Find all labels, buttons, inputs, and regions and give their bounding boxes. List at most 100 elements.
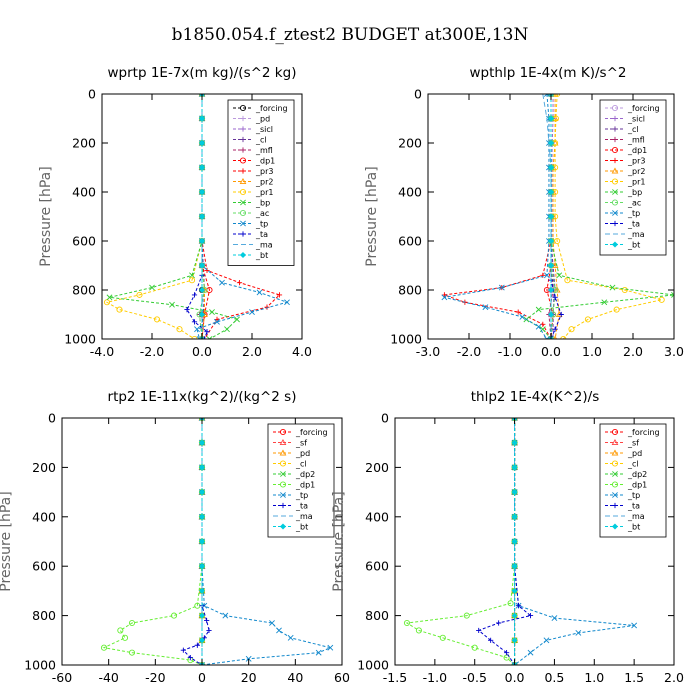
data-point-bt: [511, 587, 518, 594]
data-point-bt: [198, 262, 206, 269]
data-point-ta: [552, 294, 558, 300]
data-point-pr1: [658, 296, 665, 303]
series-line-dp1: [405, 418, 516, 665]
legend-label: _pd: [255, 114, 270, 123]
data-point-tp: [527, 649, 534, 656]
data-point-dp1: [415, 627, 422, 634]
data-point-dp1: [128, 619, 136, 627]
data-point-bt: [547, 139, 555, 147]
legend-label: _tp: [295, 491, 308, 500]
legend-marker: [612, 136, 618, 143]
legend-marker: [611, 178, 619, 185]
data-point-ta: [187, 654, 193, 661]
data-point-bt: [511, 439, 518, 446]
data-point-bt: [511, 513, 518, 520]
x-tick-label: -20: [145, 670, 165, 685]
data-point-tp: [245, 655, 252, 662]
y-tick-label: 1000: [390, 332, 422, 347]
data-point-bt: [547, 237, 555, 245]
data-point-bt: [198, 237, 206, 245]
data-point-dp1: [170, 612, 178, 619]
legend-label: _sf: [627, 438, 639, 447]
legend-label: _dp1: [627, 480, 647, 489]
legend-label: _sicl: [255, 125, 273, 134]
data-point-bp: [206, 336, 213, 339]
panel-2: wpthlp 1E-4x(m K)/s^2 Pressure [hPa] -3.0 -…: [364, 65, 684, 359]
panel-title: thlp2 1E-4x(K^2)/s: [471, 389, 600, 405]
data-point-bt: [511, 563, 518, 570]
legend-label: _cl: [295, 459, 307, 468]
legend-label: _forcing: [627, 428, 660, 437]
figure-title: b1850.054.f_ztest2 BUDGET at300E,13N: [172, 25, 529, 45]
data-point-tp: [269, 620, 275, 626]
legend-label: _bt: [627, 240, 640, 249]
legend-label: _ac: [627, 198, 641, 207]
data-point-bt: [547, 188, 555, 196]
legend-marker: [280, 471, 286, 477]
data-point-bt: [547, 213, 555, 220]
legend-marker: [611, 460, 619, 467]
x-tick-label: 40: [287, 670, 303, 685]
y-tick-label: 400: [72, 185, 96, 200]
legend-marker: [611, 523, 619, 530]
data-point-ta: [204, 329, 210, 335]
x-tick-label: -4.0: [90, 344, 114, 359]
data-point-tp: [199, 94, 205, 97]
series-line-pr3: [444, 94, 552, 339]
legend-marker: [239, 177, 247, 185]
y-tick-label: 200: [398, 136, 422, 151]
data-point-tp: [219, 279, 225, 286]
data-point-ta: [488, 637, 494, 643]
legend-label: _sf: [295, 438, 307, 447]
data-point-tp: [511, 418, 518, 421]
data-point-bt: [198, 213, 206, 220]
legend-marker: [611, 104, 619, 112]
legend-label: _dp1: [255, 156, 275, 165]
x-tick-label: 1.0: [584, 670, 604, 685]
series-group: [103, 94, 290, 339]
data-point-pr1: [568, 326, 575, 333]
data-point-tp: [284, 299, 290, 306]
y-tick-label: 0: [414, 87, 422, 102]
data-point-bt: [198, 464, 206, 471]
legend-marker: [239, 104, 247, 112]
data-point-bp: [234, 316, 240, 323]
legend-marker: [279, 523, 287, 530]
legend-marker: [240, 136, 246, 143]
series-group: [441, 94, 674, 339]
legend-label: _ta: [255, 230, 268, 239]
legend-label: _sicl: [627, 114, 645, 123]
data-point-pr1: [188, 277, 196, 284]
data-point-ta: [496, 620, 502, 626]
data-point-ta: [204, 617, 210, 624]
y-tick-label: 600: [32, 559, 56, 574]
data-point-dp1: [507, 600, 514, 607]
legend-marker: [240, 220, 246, 227]
data-point-pr3: [515, 309, 521, 315]
data-point-bt: [511, 538, 518, 545]
data-point-tp: [194, 326, 200, 333]
data-point-bt: [198, 188, 206, 196]
series-group: [403, 418, 638, 665]
data-point-ta: [527, 613, 534, 619]
legend-marker: [279, 438, 287, 446]
legend-marker: [239, 157, 247, 164]
series-line-bp: [109, 94, 238, 339]
data-point-pr1: [621, 286, 628, 294]
legend-marker: [612, 189, 618, 195]
data-point-dp1: [471, 644, 478, 651]
legend-marker: [611, 449, 619, 456]
legend-label: _cl: [627, 459, 639, 468]
legend-box: [599, 99, 667, 256]
y-tick-label: 800: [365, 608, 389, 623]
data-point-tp: [222, 612, 229, 619]
legend-marker: [612, 210, 618, 216]
series-group: [100, 418, 334, 665]
x-tick-label: -2.0: [140, 344, 164, 359]
legend-label: _pr1: [627, 177, 645, 186]
data-point-pr3: [276, 292, 283, 298]
legend-label: _tp: [627, 491, 640, 500]
y-axis-label: Pressure [hPa]: [0, 491, 14, 591]
data-point-pr1: [554, 237, 561, 245]
legend-label: _dp1: [295, 480, 315, 489]
